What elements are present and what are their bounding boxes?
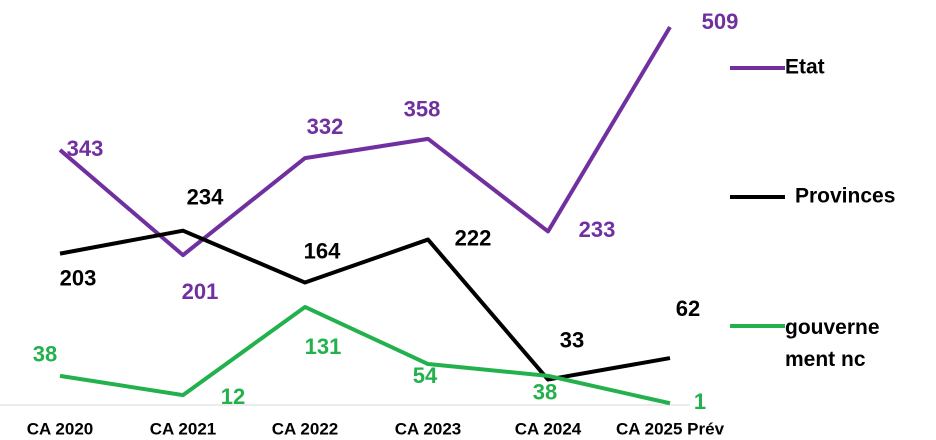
data-label: 33 [560,327,584,352]
legend-label: Etat [785,56,825,79]
data-label: 343 [67,136,104,161]
data-label: 38 [33,342,57,367]
data-label: 38 [533,380,557,405]
data-label: 233 [579,217,616,242]
x-tick-label: CA 2025 Prév [616,419,725,438]
data-label: 201 [182,279,219,304]
x-tick-label: CA 2022 [272,419,338,438]
data-label: 332 [307,114,344,139]
x-tick-label: CA 2023 [395,419,461,438]
data-label: 203 [60,265,97,290]
data-label: 164 [304,238,341,263]
data-label: 62 [676,296,700,321]
data-label: 12 [221,384,245,409]
data-label: 54 [413,363,438,388]
x-tick-label: CA 2024 [515,419,582,438]
data-label: 509 [702,9,739,34]
line [59,304,671,406]
legend-label: Provinces [795,185,895,208]
line [58,25,672,258]
data-label: 131 [305,334,342,359]
line [59,228,671,382]
data-label: 1 [694,389,706,414]
legend-label: gouverne ment nc [785,316,880,371]
data-label: 222 [455,225,492,250]
data-label: 358 [404,97,441,122]
data-label: 234 [187,184,224,209]
x-tick-label: CA 2021 [150,419,216,438]
x-tick-label: CA 2020 [27,419,93,438]
